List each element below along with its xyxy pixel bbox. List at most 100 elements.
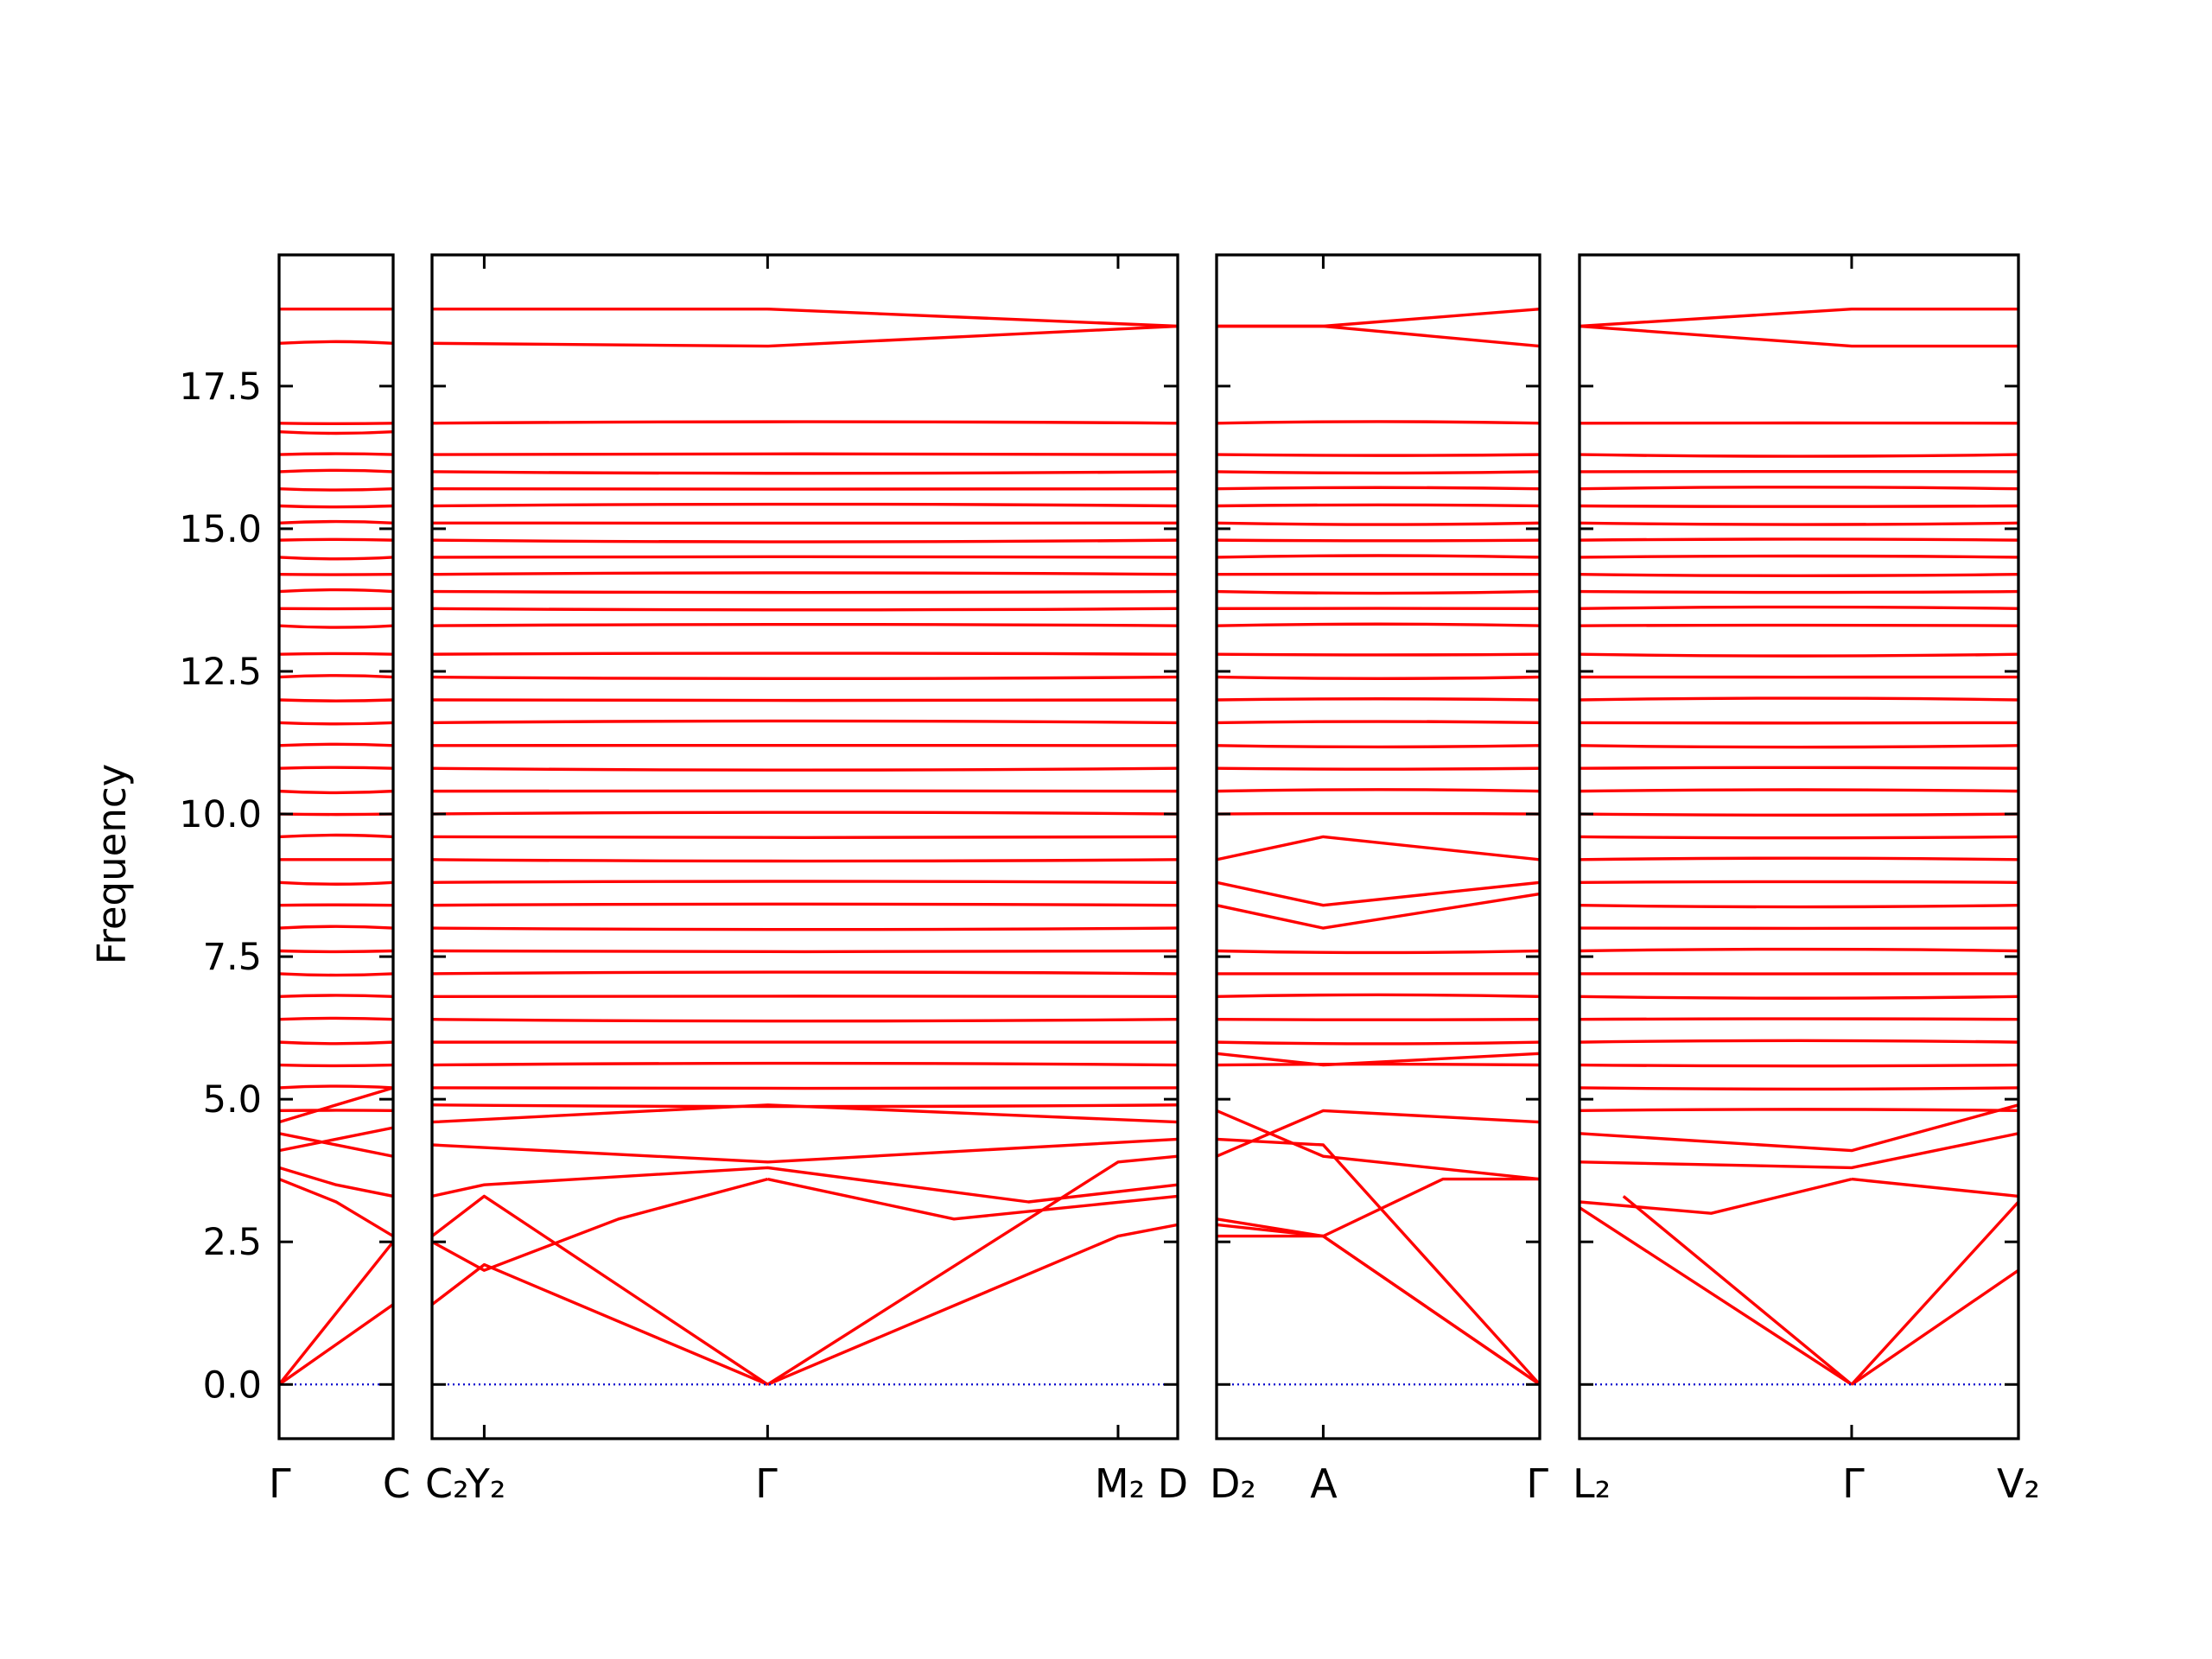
dispersive-band (279, 1166, 393, 1198)
flat-band (432, 1061, 1178, 1067)
y-tick-label: 10.0 (179, 793, 262, 836)
flat-band (279, 698, 393, 702)
flat-band (279, 652, 393, 656)
flat-band (1217, 720, 1540, 725)
flat-band (1580, 573, 2018, 577)
flat-band (279, 925, 393, 930)
flat-band (1580, 995, 2018, 1000)
flat-band (1217, 766, 1540, 771)
flat-band (279, 1063, 393, 1068)
flat-band (1580, 696, 2018, 702)
dispersive-band (279, 1178, 393, 1238)
dispersive-band (432, 1177, 768, 1272)
flat-band (279, 504, 393, 509)
dispersive-band (1217, 308, 1540, 328)
y-axis: 0.0 2.5 5.0 7.5 10.0 12.5 15.0 17.5 (179, 365, 262, 1407)
flat-band (279, 766, 393, 770)
flat-band (1217, 554, 1540, 559)
band-panel-4 (1578, 253, 2020, 1440)
flat-band (432, 589, 1178, 594)
kpoint-label: C (383, 1460, 410, 1507)
flat-band (279, 742, 393, 747)
dispersive-band (279, 1303, 393, 1386)
flat-band (279, 994, 393, 999)
flat-band (432, 810, 1178, 816)
dispersive-band (1217, 1109, 1540, 1181)
dispersive-band (1851, 1177, 2018, 1198)
flat-band (432, 607, 1178, 612)
dispersive-band (432, 1103, 1178, 1124)
y-tick-label: 12.5 (179, 651, 262, 694)
flat-band (432, 420, 1178, 425)
flat-band (1217, 949, 1540, 955)
dispersive-band (279, 1132, 393, 1158)
dispersive-band (279, 1241, 393, 1386)
y-tick-label: 0.0 (203, 1363, 262, 1407)
flat-band (1580, 1063, 2018, 1068)
flat-band (279, 519, 393, 525)
flat-band (1580, 453, 2018, 458)
flat-band (432, 538, 1178, 543)
flat-band (1580, 1017, 2018, 1021)
flat-band (432, 470, 1178, 475)
band-panel-3 (1215, 253, 1541, 1440)
dispersive-band (1580, 1132, 2018, 1170)
flat-band (279, 812, 393, 817)
flat-band (432, 970, 1178, 976)
flat-band (1580, 1108, 2018, 1113)
flat-band (1580, 652, 2018, 658)
dispersive-band (1217, 1223, 1540, 1386)
flat-band (1580, 880, 2018, 884)
flat-band (1217, 811, 1540, 816)
dispersive-band (1217, 1137, 1540, 1386)
dispersive-band (1851, 1268, 2018, 1386)
flat-band (1580, 947, 2018, 953)
panel-frame (1215, 253, 1541, 1440)
y-axis-label: Frequency (89, 764, 135, 964)
flat-band (1580, 521, 2018, 526)
flat-band (432, 622, 1178, 627)
flat-band (279, 429, 393, 435)
flat-band (432, 926, 1178, 931)
flat-band (432, 1018, 1178, 1023)
flat-band (1580, 856, 2018, 861)
flat-band (1217, 622, 1540, 627)
dispersive-band (432, 1262, 769, 1386)
dispersive-band (1217, 835, 1540, 861)
flat-band (432, 858, 1178, 863)
kpoint-label: Γ (1842, 1460, 1865, 1507)
dispersive-band (1580, 1103, 2018, 1153)
flat-band (432, 949, 1178, 954)
dispersive-band (767, 1177, 1178, 1221)
dispersive-band (766, 1154, 1178, 1386)
kpoint-label: D₂ (1210, 1460, 1256, 1507)
dispersive-band (1217, 880, 1540, 907)
panel-frame (277, 253, 395, 1440)
kpoint-label: Γ (269, 1460, 291, 1507)
flat-band (1217, 652, 1540, 657)
flat-band (1217, 697, 1540, 702)
flat-band (279, 340, 393, 346)
dispersive-band (432, 324, 1178, 348)
flat-band (1580, 835, 2018, 840)
kpoint-label: Γ (755, 1460, 778, 1507)
flat-band (279, 1040, 393, 1046)
band-panel-1 (277, 253, 395, 1440)
y-tick-label: 7.5 (203, 936, 262, 979)
flat-band (432, 902, 1178, 907)
flat-band (1217, 788, 1540, 793)
dispersive-band (279, 1086, 393, 1124)
flat-band (1217, 993, 1540, 999)
band-panels (277, 253, 2020, 1440)
flat-band (432, 652, 1178, 656)
panel-frame (1578, 253, 2020, 1440)
dispersive-band (1217, 324, 1540, 348)
kpoint-label: M₂ (1095, 1460, 1145, 1507)
flat-band (279, 537, 393, 542)
kpoint-label: A (1310, 1460, 1338, 1507)
flat-band (279, 1016, 393, 1021)
flat-band (1580, 504, 2018, 508)
flat-band (279, 468, 393, 474)
